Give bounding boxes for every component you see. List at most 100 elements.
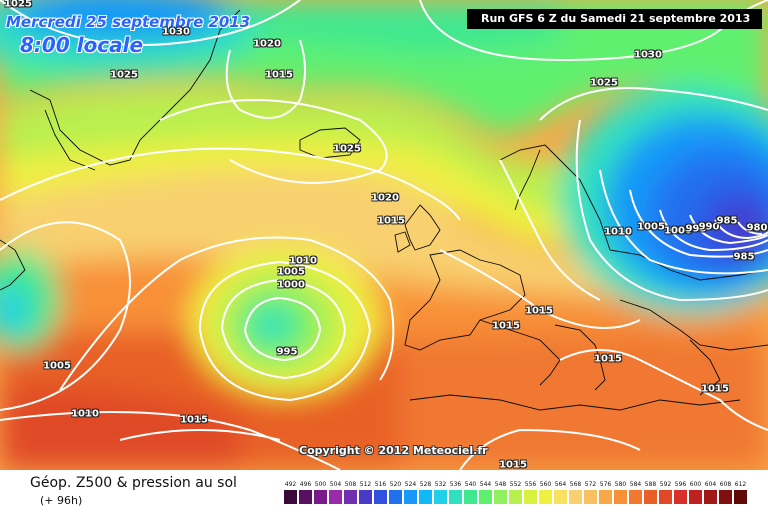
isobar-label: 1025	[4, 0, 32, 10]
legend-subtitle: (+ 96h)	[40, 494, 83, 507]
isobar-label: 1010	[604, 226, 632, 238]
forecast-date: Mercredi 25 septembre 2013	[6, 13, 251, 31]
isobar-label: 995	[276, 346, 298, 358]
isobar-label: 1015	[525, 305, 553, 317]
isobar-label: 1005	[277, 266, 305, 278]
isobar-label: 1025	[110, 69, 138, 81]
forecast-time: 8:00 locale	[20, 33, 144, 57]
colorbar-swatch	[299, 490, 312, 504]
colorbar-swatch	[449, 490, 462, 504]
colorbar-swatch	[644, 490, 657, 504]
legend-title: Géop. Z500 & pression au sol	[30, 475, 237, 491]
colorbar-level-label: 516	[374, 481, 387, 488]
colorbar-level-label: 612	[734, 481, 747, 488]
colorbar-swatch	[629, 490, 642, 504]
isobar-label: 1015	[701, 383, 729, 395]
isobar-label: 980	[746, 222, 768, 234]
colorbar-swatch	[539, 490, 552, 504]
colorbar-level-label: 608	[719, 481, 732, 488]
isobars	[0, 0, 768, 470]
colorbar-level-label: 600	[689, 481, 702, 488]
isobar-label: 1020	[371, 192, 399, 204]
isobar-label: 1020	[253, 38, 281, 50]
colorbar-level-label: 528	[419, 481, 432, 488]
coastlines	[0, 9, 768, 411]
isobar-label: 1015	[492, 320, 520, 332]
colorbar-level-label: 556	[524, 481, 537, 488]
colorbar-swatch	[389, 490, 402, 504]
colorbar-level-label: 500	[314, 481, 327, 488]
colorbar-swatch	[599, 490, 612, 504]
isobar-label: 1010	[289, 255, 317, 267]
colorbar-level-label: 584	[629, 481, 642, 488]
colorbar-level-label: 564	[554, 481, 567, 488]
isobar-label: 1000	[664, 225, 692, 237]
isobar-label: 1030	[162, 26, 190, 38]
isobar-label: 1015	[265, 69, 293, 81]
colorbar-swatch	[374, 490, 387, 504]
colorbar-level-label: 568	[569, 481, 582, 488]
colorbar-swatch	[584, 490, 597, 504]
colorbar-level-label: 536	[449, 481, 462, 488]
colorbar-swatch	[404, 490, 417, 504]
map-canvas	[0, 0, 768, 470]
colorbar-swatch	[719, 490, 732, 504]
colorbar-level-label: 496	[299, 481, 312, 488]
isobar-label: 1005	[43, 360, 71, 372]
legend-panel: Géop. Z500 & pression au sol (+ 96h) 492…	[0, 470, 768, 512]
colorbar-swatch	[524, 490, 537, 504]
colorbar-swatch	[689, 490, 702, 504]
map-panel: Mercredi 25 septembre 2013 8:00 locale R…	[0, 0, 768, 470]
colorbar-swatch	[614, 490, 627, 504]
colorbar-level-label: 492	[284, 481, 297, 488]
colorbar-level-label: 596	[674, 481, 687, 488]
isobar-label: 1015	[180, 414, 208, 426]
geopotential-field	[0, 0, 768, 470]
colorbar-swatch	[704, 490, 717, 504]
colorbar-level-label: 552	[509, 481, 522, 488]
isobar-label: 1005	[637, 221, 665, 233]
colorbar-swatch	[674, 490, 687, 504]
copyright-text: Copyright © 2012 Meteociel.fr	[299, 444, 488, 457]
colorbar-swatch	[479, 490, 492, 504]
isobar-label: 995	[685, 223, 707, 235]
colorbar-swatch	[464, 490, 477, 504]
isobar-label: 985	[733, 251, 755, 263]
isobar-label: 990	[698, 221, 720, 233]
colorbar-level-label: 592	[659, 481, 672, 488]
colorbar-level-label: 524	[404, 481, 417, 488]
colorbar-level-label: 548	[494, 481, 507, 488]
colorbar-level-label: 508	[344, 481, 357, 488]
colorbar-swatch	[494, 490, 507, 504]
colorbar-level-label: 560	[539, 481, 552, 488]
colorbar-swatch	[359, 490, 372, 504]
colorbar-level-label: 576	[599, 481, 612, 488]
colorbar-swatch	[569, 490, 582, 504]
colorbar-swatch	[314, 490, 327, 504]
colorbar-swatch	[509, 490, 522, 504]
isobar-label: 1025	[333, 143, 361, 155]
model-run-label: Run GFS 6 Z du Samedi 21 septembre 2013	[467, 9, 762, 29]
isobar-label: 1015	[377, 215, 405, 227]
colorbar-level-label: 588	[644, 481, 657, 488]
isobar-label: 1010	[71, 408, 99, 420]
colorbar-level-label: 520	[389, 481, 402, 488]
colorbar-swatch	[659, 490, 672, 504]
colorbar-swatch	[284, 490, 297, 504]
colorbar-level-label: 544	[479, 481, 492, 488]
colorbar-swatch	[329, 490, 342, 504]
colorbar-level-label: 580	[614, 481, 627, 488]
colorbar-swatch	[344, 490, 357, 504]
isobar-label: 1015	[594, 353, 622, 365]
colorbar-swatch	[419, 490, 432, 504]
colorbar-level-label: 572	[584, 481, 597, 488]
colorbar-level-label: 504	[329, 481, 342, 488]
colorbar-swatch	[434, 490, 447, 504]
colorbar-level-label: 540	[464, 481, 477, 488]
isobar-label: 1015	[499, 459, 527, 471]
isobar-label: 1000	[277, 279, 305, 291]
colorbar-level-label: 604	[704, 481, 717, 488]
colorbar-swatch	[734, 490, 747, 504]
colorbar-level-label: 532	[434, 481, 447, 488]
